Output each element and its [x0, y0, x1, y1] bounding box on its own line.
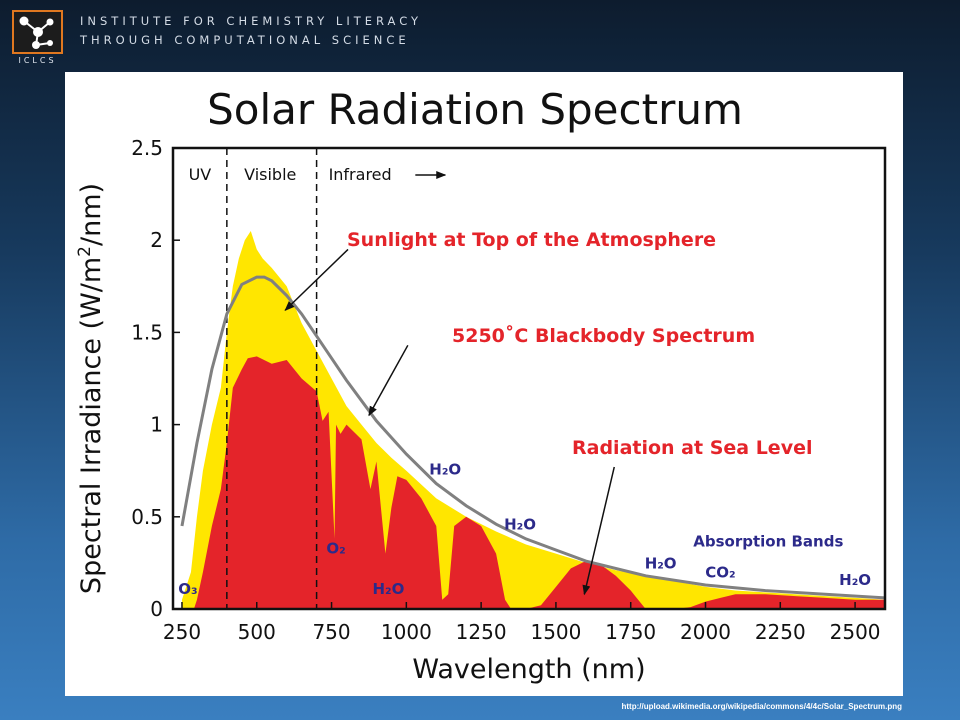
y-axis-label: Spectral Irradiance (W/m2/nm) [75, 183, 107, 594]
absorption-band-label: H₂O [645, 554, 677, 572]
annotation-sea-level: Radiation at Sea Level [572, 437, 812, 459]
annotation-blackbody: 5250˚C Blackbody Spectrum [452, 324, 755, 347]
y-tick-label: 2 [150, 228, 163, 252]
region-label-visible: Visible [244, 165, 296, 184]
y-tick-label: 1.5 [131, 320, 163, 344]
absorption-band-label: O₂ [326, 540, 345, 558]
logo-label: ICLCS [18, 56, 57, 65]
source-url: http://upload.wikimedia.org/wikipedia/co… [621, 702, 903, 711]
absorption-band-label: H₂O [839, 571, 871, 589]
region-label-infrared: Infrared [329, 165, 392, 184]
iclcs-logo [12, 10, 63, 54]
x-tick-label: 500 [238, 620, 276, 644]
absorption-band-label: H₂O [429, 460, 461, 478]
x-tick-label: 250 [163, 620, 201, 644]
annotation-absorption-bands: Absorption Bands [693, 532, 843, 550]
absorption-band-label: H₂O [504, 516, 536, 534]
absorption-band-label: O₃ [178, 580, 197, 598]
solar-spectrum-chart: Solar Radiation Spectrum 250 500 750 1000 12… [75, 85, 887, 685]
absorption-band-label: CO₂ [705, 564, 735, 582]
sea-level-arrow [582, 466, 615, 596]
y-tick-label: 1 [150, 413, 163, 437]
x-tick-label: 2500 [830, 620, 881, 644]
x-tick-label: 2250 [755, 620, 806, 644]
x-tick-label: 1750 [605, 620, 656, 644]
header-line-1: INSTITUTE FOR CHEMISTRY LITERACY [80, 14, 423, 28]
blackbody-arrow [368, 344, 409, 417]
header-line-2: THROUGH COMPUTATIONAL SCIENCE [80, 33, 410, 47]
sunlight-top-arrow [284, 248, 349, 311]
plot-frame [171, 146, 887, 611]
molecule-icon [19, 16, 54, 49]
absorption-band-label: H₂O [372, 580, 404, 598]
sea-level-area [193, 356, 885, 609]
y-tick-label: 0.5 [131, 505, 163, 529]
x-tick-label: 2000 [680, 620, 731, 644]
x-tick-label: 1250 [456, 620, 507, 644]
chart-panel: Solar Radiation Spectrum 250 500 750 1000 12… [65, 72, 903, 696]
x-tick-label: 750 [312, 620, 350, 644]
y-tick-label: 2.5 [131, 136, 163, 160]
x-tick-label: 1000 [381, 620, 432, 644]
region-label-uv: UV [189, 165, 212, 184]
y-tick-label: 0 [150, 597, 163, 621]
annotation-sunlight-top: Sunlight at Top of the Atmosphere [347, 229, 716, 251]
chart-title: Solar Radiation Spectrum [207, 85, 743, 134]
x-axis-label: Wavelength (nm) [412, 654, 645, 685]
blackbody-curve [180, 275, 885, 600]
x-tick-label: 1500 [530, 620, 581, 644]
